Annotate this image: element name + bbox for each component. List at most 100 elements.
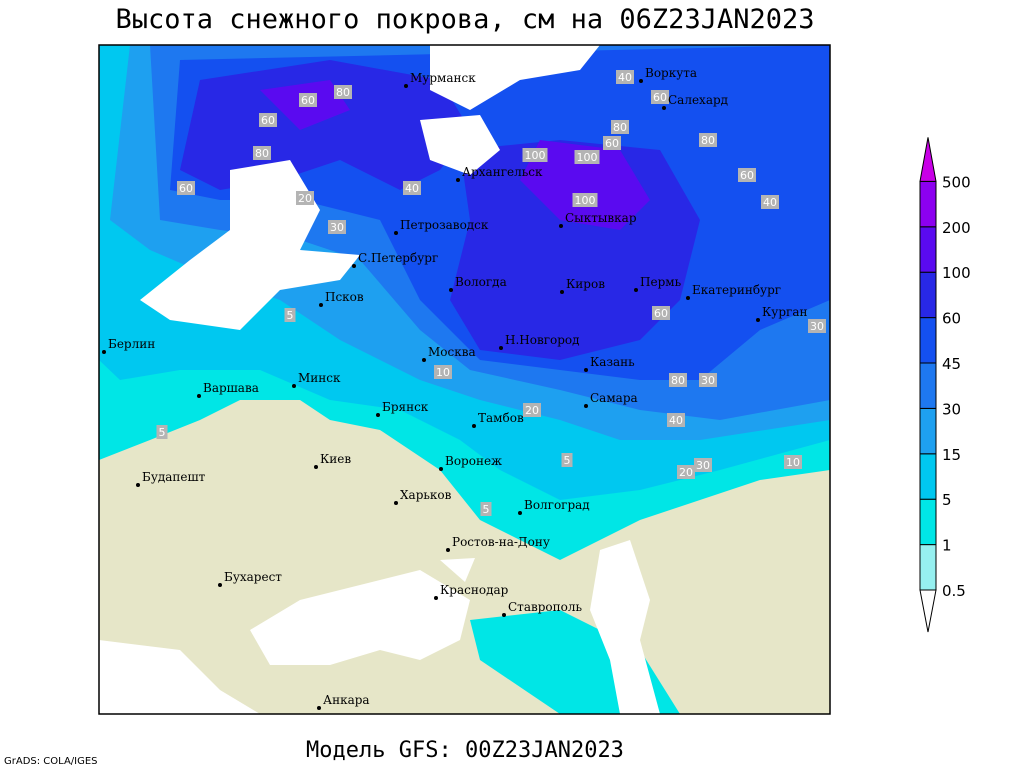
legend-label: 100: [942, 264, 971, 282]
city-label: Мурманск: [410, 71, 476, 85]
sea: [99, 640, 260, 714]
city-dot: [376, 413, 380, 417]
city-label: Тамбов: [478, 411, 524, 425]
contour-label-box: [699, 133, 717, 147]
city-label: Архангельск: [462, 165, 543, 179]
snow-area: [520, 140, 650, 230]
city-dot: [472, 424, 476, 428]
contour-label-box: [177, 181, 195, 195]
map-frame: [98, 44, 831, 715]
contour-label: 5: [159, 426, 166, 439]
contour-label: 60: [654, 307, 668, 320]
contour-label-box: [669, 373, 687, 387]
city-dot: [136, 483, 140, 487]
city-label: Псков: [325, 290, 364, 304]
contour-label: 60: [179, 182, 193, 195]
city-label: Курган: [762, 305, 807, 319]
contour-label: 40: [405, 182, 419, 195]
contour-label-box: [572, 193, 598, 207]
contour-label-box: [616, 70, 634, 84]
legend-label: 0.5: [942, 582, 966, 600]
city-dot: [102, 350, 106, 354]
contour-label: 10: [786, 456, 800, 469]
legend-segment: [919, 362, 937, 409]
city-dot: [449, 288, 453, 292]
contour-label-box: [677, 465, 695, 479]
sea: [590, 540, 660, 714]
contour-label: 100: [525, 149, 546, 162]
contour-label-box: [156, 425, 168, 439]
city-dot: [446, 548, 450, 552]
contour-label-box: [699, 373, 717, 387]
contour-label: 80: [701, 134, 715, 147]
legend-segment: [919, 453, 937, 500]
city-label: Казань: [590, 355, 635, 369]
contour-label-box: [808, 319, 826, 333]
city-dot: [394, 231, 398, 235]
legend-segment: [919, 407, 937, 455]
contour-label: 5: [287, 309, 294, 322]
contour-label: 60: [605, 137, 619, 150]
city-label: Киров: [566, 277, 605, 291]
city-label: Брянск: [382, 400, 429, 414]
city-dot: [560, 290, 564, 294]
contour-label-box: [334, 85, 352, 99]
city-dot: [502, 613, 506, 617]
city-label: Москва: [428, 345, 476, 359]
contour-label: 30: [701, 374, 715, 387]
city-label: Киев: [320, 452, 351, 466]
contour-label-box: [652, 306, 670, 320]
city-dot: [756, 318, 760, 322]
city-dot: [317, 706, 321, 710]
contour-label-box: [603, 136, 621, 150]
sea: [430, 45, 600, 110]
contour-label-box: [738, 168, 756, 182]
contour-label-box: [523, 403, 541, 417]
city-dot: [639, 79, 643, 83]
contour-label: 20: [679, 466, 693, 479]
city-label: С.Петербург: [358, 251, 438, 265]
contour-label-box: [574, 150, 600, 164]
contour-label-box: [611, 120, 629, 134]
contour-label: 10: [436, 366, 450, 379]
snow-cover: [99, 45, 830, 714]
contour-label-box: [434, 365, 452, 379]
city-label: Сыктывкар: [565, 211, 637, 225]
contour-label: 100: [577, 151, 598, 164]
contour-label: 60: [653, 91, 667, 104]
contour-label: 30: [810, 320, 824, 333]
legend-label: 1: [942, 537, 952, 555]
contour-label: 5: [483, 503, 490, 516]
contour-label-box: [761, 195, 779, 209]
city-label: Минск: [298, 371, 341, 385]
contour-label: 30: [696, 459, 710, 472]
contour-label: 80: [336, 86, 350, 99]
contour-label: 60: [740, 169, 754, 182]
city-dot: [319, 303, 323, 307]
city-dot: [634, 288, 638, 292]
legend-label: 200: [942, 219, 971, 237]
legend-label: 30: [942, 400, 961, 418]
city-label: Харьков: [400, 488, 452, 502]
contour-label-box: [694, 458, 712, 472]
contour-label: 30: [330, 221, 344, 234]
contour-label: 80: [255, 147, 269, 160]
contour-label: 80: [671, 374, 685, 387]
city-dot: [456, 178, 460, 182]
legend-segment: [919, 498, 937, 546]
contour-label-box: [259, 113, 277, 127]
contour-label-box: [651, 90, 669, 104]
city-label: Воркута: [645, 66, 697, 80]
snow-area: [180, 60, 470, 190]
contour-label: 40: [669, 414, 683, 427]
legend-segment: [919, 226, 937, 273]
contour-label-box: [480, 502, 492, 516]
city-label: Берлин: [108, 337, 155, 351]
city-label: Анкара: [323, 693, 370, 707]
contour-label-box: [299, 93, 317, 107]
city-dot: [518, 511, 522, 515]
legend-low-triangle: [919, 589, 937, 633]
contour-label: 80: [613, 121, 627, 134]
